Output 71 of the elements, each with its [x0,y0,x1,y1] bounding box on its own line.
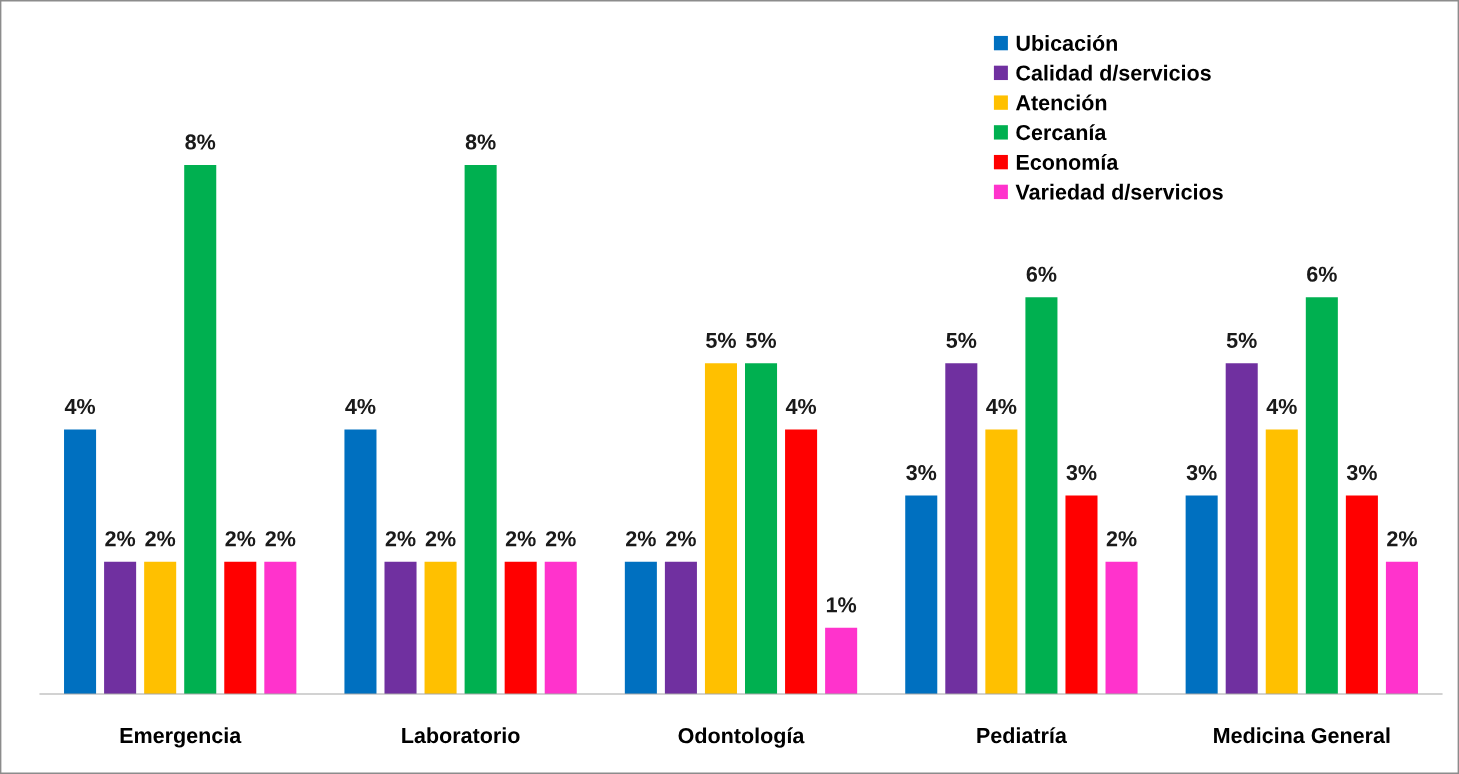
data-label: 4% [64,398,96,415]
bar [464,164,497,694]
bar [745,363,778,694]
bar [785,429,818,694]
bar [504,561,537,694]
bar [1265,429,1298,694]
data-label: 1% [826,597,857,613]
bar [1185,495,1218,694]
bar [224,561,257,694]
legend-label: Atención [1015,94,1107,111]
data-label: 2% [1387,531,1417,547]
bar [1225,363,1258,694]
x-tick-label: Odontología [678,727,805,748]
bar [144,561,177,694]
data-label: 3% [1186,465,1217,481]
bar [1065,495,1098,694]
bar [825,627,858,694]
data-label: 3% [1346,465,1377,481]
bar [424,561,457,694]
legend-label: Cercanía [1016,124,1107,141]
data-label: 5% [946,332,977,348]
legend-label: Variedad d/servicios [1015,183,1223,200]
legend-label: Economía [1016,153,1119,170]
bar [384,561,417,694]
data-label: 2% [425,531,456,547]
data-label: 4% [785,398,817,415]
legend-label: Calidad d/servicios [1016,64,1211,81]
bar [704,363,737,694]
bar [985,429,1018,694]
data-label: 2% [626,531,656,547]
data-label: 2% [265,531,296,547]
legend-label: Ubicación [1016,34,1117,51]
data-label: 2% [666,531,696,547]
data-label: 2% [545,531,576,547]
x-tick-label: Medicina General [1214,727,1390,744]
data-label: 8% [185,134,216,150]
bar [104,561,137,694]
x-tick-label: Pediatría [977,727,1068,744]
bar [624,561,657,694]
data-label: 6% [1307,266,1337,282]
bar [1025,297,1058,694]
data-label: 4% [986,398,1017,415]
data-label: 5% [1226,332,1257,348]
data-label: 4% [1266,398,1297,415]
data-label: 2% [1106,531,1137,547]
x-tick-label: Emergencia [120,727,242,748]
data-label: 3% [906,465,937,481]
data-label: 2% [225,531,256,547]
data-label: 4% [345,398,376,415]
data-label: 5% [746,332,777,348]
data-label: 3% [1066,465,1097,481]
x-tick-label: Laboratorio [402,727,520,744]
data-label: 6% [1026,266,1057,282]
bar [344,429,377,694]
bar [1105,561,1138,694]
bar [905,495,938,694]
data-label: 5% [706,332,736,348]
bar [184,164,217,694]
bar [544,561,577,694]
bar [64,429,97,694]
bar [1385,561,1418,694]
data-label: 2% [505,531,536,547]
bar [664,561,697,694]
data-label: 2% [385,531,416,547]
bar [264,561,297,694]
bar [1305,297,1338,694]
data-label: 2% [145,531,176,547]
data-label: 8% [465,134,496,150]
data-label: 2% [105,531,136,547]
bar [1345,495,1378,694]
bar [945,363,978,694]
